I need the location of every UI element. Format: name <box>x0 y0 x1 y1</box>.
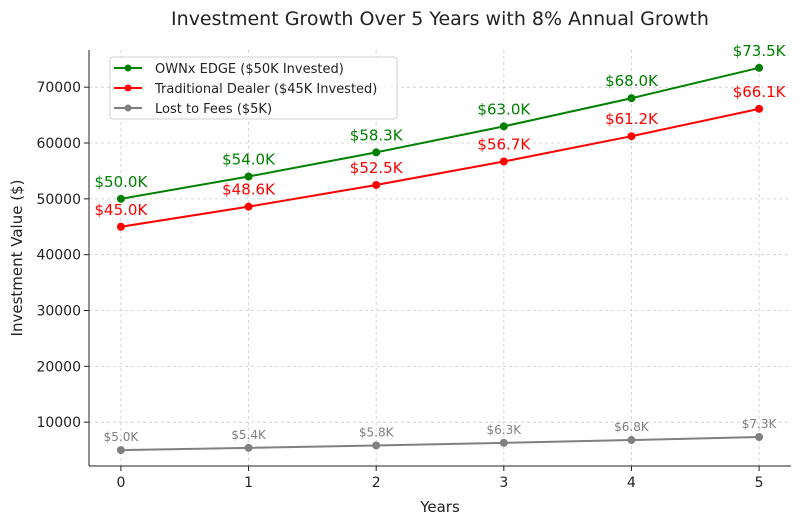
legend-marker <box>124 104 132 112</box>
data-point <box>627 436 636 445</box>
series-line <box>120 435 760 452</box>
data-point <box>116 222 125 231</box>
legend-box <box>109 56 398 120</box>
y-tick-label: 40000 <box>36 248 81 264</box>
data-label: $52.5K <box>350 159 404 177</box>
data-point <box>244 443 253 452</box>
legend-marker <box>124 84 132 92</box>
x-tick-label: 2 <box>372 475 381 491</box>
x-tick-label: 4 <box>627 475 636 491</box>
data-point <box>627 94 636 103</box>
x-axis-label: Years <box>419 498 460 516</box>
data-label: $61.2K <box>605 110 659 128</box>
legend: OWNx EDGE ($50K Invested) Traditional Dea… <box>109 56 398 120</box>
legend-marker <box>124 64 132 72</box>
y-tick-label: 30000 <box>36 304 81 320</box>
data-point <box>372 180 381 189</box>
data-label: $56.7K <box>477 136 531 154</box>
series-group: $50.0K $54.0K $58.3K $63.0K $68.0K $73.5K $45.… <box>95 42 787 455</box>
data-point <box>755 104 764 113</box>
data-label: $5.0K <box>104 430 140 444</box>
data-point <box>244 172 253 181</box>
data-label: $45.0K <box>95 201 149 219</box>
data-point <box>499 157 508 166</box>
data-point <box>499 438 508 447</box>
legend-label: OWNx EDGE ($50K Invested) <box>155 62 344 77</box>
data-point <box>755 432 764 441</box>
data-point <box>372 441 381 450</box>
y-tick-label: 50000 <box>36 192 81 208</box>
x-tick-label: 0 <box>116 475 125 491</box>
y-tick-label: 70000 <box>36 80 81 96</box>
data-point <box>499 122 508 131</box>
data-point <box>116 194 125 203</box>
legend-label: Traditional Dealer ($45K Invested) <box>154 82 377 97</box>
data-point <box>755 63 764 72</box>
axes: 0 1 2 3 4 5 10000 20000 30000 40000 50000 60000 7000… <box>36 50 791 491</box>
x-tick-label: 3 <box>499 475 508 491</box>
data-label: $58.3K <box>350 126 404 144</box>
data-point <box>116 446 125 455</box>
data-label: $48.6K <box>222 181 276 199</box>
data-point <box>244 202 253 211</box>
data-label: $54.0K <box>222 151 276 169</box>
data-label: $6.3K <box>487 423 523 437</box>
y-tick-label: 20000 <box>36 359 81 375</box>
data-label: $73.5K <box>733 42 787 60</box>
series-line <box>120 66 760 200</box>
data-label: $6.8K <box>614 420 650 434</box>
data-label: $5.4K <box>231 428 267 442</box>
x-tick-label: 1 <box>244 475 253 491</box>
data-point <box>627 132 636 141</box>
data-label: $7.3K <box>742 417 778 431</box>
data-label: $5.8K <box>359 425 395 439</box>
data-label: $50.0K <box>95 173 149 191</box>
series-line <box>120 107 760 228</box>
data-label: $68.0K <box>605 72 659 90</box>
x-tick-label: 5 <box>755 475 764 491</box>
data-label: $63.0K <box>477 100 531 118</box>
data-point <box>372 148 381 157</box>
y-tick-label: 10000 <box>36 415 81 431</box>
legend-label: Lost to Fees ($5K) <box>155 102 272 117</box>
chart-title: Investment Growth Over 5 Years with 8% A… <box>171 8 709 30</box>
data-label: $66.1K <box>733 83 787 101</box>
y-axis-label: Investment Value ($) <box>8 180 26 337</box>
y-tick-label: 60000 <box>36 136 81 152</box>
